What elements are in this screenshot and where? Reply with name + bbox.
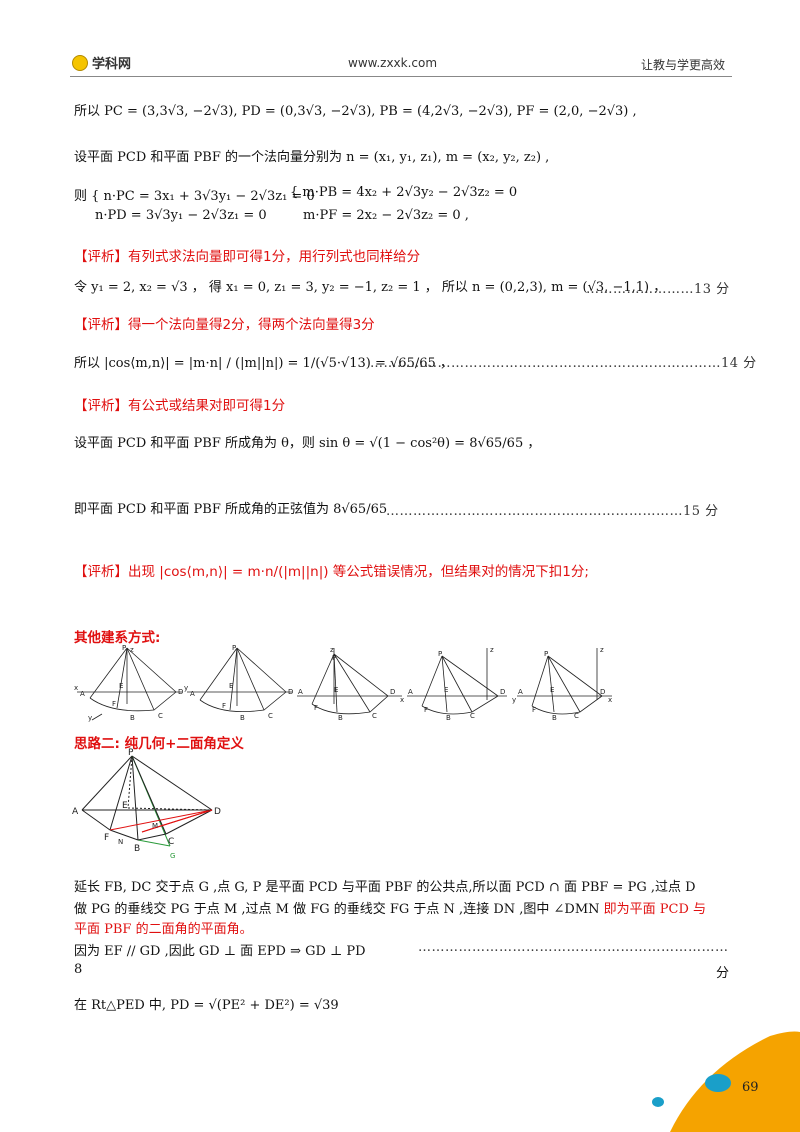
svg-text:C: C <box>168 837 174 847</box>
coord-figure-3 <box>297 648 402 715</box>
svg-text:N: N <box>118 838 123 846</box>
svg-text:C: C <box>470 712 475 720</box>
coord-figure-1 <box>77 647 182 721</box>
site-logo: 学科网 <box>72 53 131 72</box>
para-line-4: 因为 EF // GD ,因此 GD ⊥ 面 EPD ⇒ GD ⊥ PD <box>74 944 366 959</box>
svg-text:C: C <box>158 712 163 720</box>
svg-text:B: B <box>130 714 135 722</box>
svg-text:P: P <box>544 650 548 658</box>
svg-text:y: y <box>512 696 516 704</box>
svg-text:x: x <box>400 696 404 704</box>
header-slogan: 让教与学更高效 <box>641 58 726 72</box>
svg-text:y: y <box>88 714 92 722</box>
normal-vectors-line: 设平面 PCD 和平面 PBF 的一个法向量分别为 n = (x₁, y₁, z… <box>74 150 550 165</box>
header-divider <box>70 76 732 77</box>
svg-text:z: z <box>130 646 134 654</box>
svg-text:B: B <box>338 714 343 722</box>
points-unit: 分 <box>716 966 730 981</box>
comment-3: 【评析】有公式或结果对即可得1分 <box>74 398 286 414</box>
svg-text:F: F <box>532 706 536 714</box>
svg-text:y: y <box>184 684 188 692</box>
system-m-1: { m·PB = 4x₂ + 2√3y₂ − 2√3z₂ = 0 <box>290 185 518 200</box>
svg-text:P: P <box>122 644 126 652</box>
svg-text:D: D <box>390 688 395 696</box>
svg-text:z: z <box>600 646 604 654</box>
svg-text:z: z <box>490 646 494 654</box>
para-line-2-highlight: 即为平面 PCD 与 <box>603 902 707 917</box>
para-line-2: 做 PG 的垂线交 PG 于点 M ,过点 M 做 FG 的垂线交 FG 于点 … <box>74 898 706 917</box>
svg-text:A: A <box>80 690 85 698</box>
svg-text:D: D <box>600 688 605 696</box>
svg-text:E: E <box>550 686 554 694</box>
svg-text:F: F <box>424 706 428 714</box>
svg-text:G: G <box>170 852 175 860</box>
corner-decoration <box>652 1031 800 1132</box>
svg-text:C: C <box>268 712 273 720</box>
comment-2: 【评析】得一个法向量得2分，得两个法向量得3分 <box>74 317 375 333</box>
svg-text:z: z <box>330 646 334 654</box>
header-site: www.zxxk.com <box>348 56 438 70</box>
system-m-2: m·PF = 2x₂ − 2√3z₂ = 0 , <box>303 208 469 223</box>
svg-text:A: A <box>408 688 413 696</box>
coord-figure-5 <box>517 648 612 715</box>
svg-text:F: F <box>112 700 116 708</box>
sin-line: 设平面 PCD 和平面 PBF 所成角为 θ，则 sin θ = √(1 − c… <box>74 436 541 451</box>
svg-text:D: D <box>178 688 183 696</box>
svg-text:B: B <box>446 714 451 722</box>
idea-two-title: 思路二: 纯几何+二面角定义 <box>74 736 244 752</box>
other-methods-title: 其他建系方式: <box>74 630 161 646</box>
svg-text:E: E <box>444 686 448 694</box>
cos-line: 所以 |cos⟨m,n⟩| = |m·n| / (|m||n|) = 1/(√5… <box>74 356 453 371</box>
svg-text:D: D <box>500 688 505 696</box>
svg-text:P: P <box>128 748 134 758</box>
para-line-3: 平面 PBF 的二面角的平面角。 <box>74 922 253 937</box>
svg-text:x: x <box>608 696 612 704</box>
svg-text:B: B <box>240 714 245 722</box>
svg-text:P: P <box>332 654 336 662</box>
svg-text:D: D <box>288 688 293 696</box>
para-line-1: 延长 FB, DC 交于点 G ,点 G, P 是平面 PCD 与平面 PBF … <box>74 880 696 895</box>
svg-text:E: E <box>122 801 128 811</box>
svg-text:E: E <box>229 682 233 690</box>
logo-icon <box>72 54 88 71</box>
solve-line: 令 y₁ = 2, x₂ = √3 ， 得 x₁ = 0, z₁ = 3, y₂… <box>74 280 667 295</box>
answer-line: 即平面 PCD 和平面 PBF 所成角的正弦值为 8√65/65 <box>74 502 388 517</box>
comment-4: 【评析】出现 |cos⟨m,n⟩| = m·n/(|m||n|) 等公式错误情况… <box>74 564 589 580</box>
svg-text:A: A <box>298 688 303 696</box>
svg-text:x: x <box>74 684 78 692</box>
coord-figure-4 <box>407 648 507 715</box>
svg-text:P: P <box>232 644 236 652</box>
para-line-6: 在 Rt△PED 中, PD = √(PE² + DE²) = √39 <box>74 998 339 1013</box>
svg-text:F: F <box>222 702 226 710</box>
logo-text: 学科网 <box>92 57 132 72</box>
svg-text:F: F <box>104 833 109 843</box>
svg-text:P: P <box>438 650 442 658</box>
comment-1: 【评析】有列式求法向量即可得1分，用行列式也同样给分 <box>74 249 421 265</box>
svg-text:B: B <box>552 714 557 722</box>
svg-text:D: D <box>214 807 221 817</box>
points-13: ……………………13 分 <box>586 282 730 297</box>
para-line-4-dots: …………………………………………………………… <box>418 940 729 955</box>
svg-text:A: A <box>72 807 79 817</box>
points-15: …………………………………………………………15 分 <box>386 504 719 519</box>
svg-text:C: C <box>372 712 377 720</box>
svg-text:A: A <box>518 688 523 696</box>
points-8: 8 <box>74 962 83 977</box>
svg-text:A: A <box>190 690 195 698</box>
pyramid-figure: P A E F B C D N M G <box>72 748 221 860</box>
system-n-2: n·PD = 3√3y₁ − 2√3z₁ = 0 <box>95 208 267 223</box>
svg-text:C: C <box>574 712 579 720</box>
system-n-1: 则 { n·PC = 3x₁ + 3√3y₁ − 2√3z₁ = 0 <box>74 189 315 204</box>
vector-line: 所以 PC = (3,3√3, −2√3), PD = (0,3√3, −2√3… <box>74 104 637 119</box>
points-14: ……………………………………………………………………14 分 <box>370 356 757 371</box>
page-number: 69 <box>742 1080 759 1095</box>
svg-text:F: F <box>314 704 318 712</box>
svg-text:M: M <box>152 822 158 830</box>
coord-figure-2 <box>187 647 292 712</box>
para-line-2-text: 做 PG 的垂线交 PG 于点 M ,过点 M 做 FG 的垂线交 FG 于点 … <box>74 902 604 917</box>
svg-text:E: E <box>119 682 123 690</box>
svg-text:B: B <box>134 844 140 854</box>
svg-text:E: E <box>334 686 338 694</box>
